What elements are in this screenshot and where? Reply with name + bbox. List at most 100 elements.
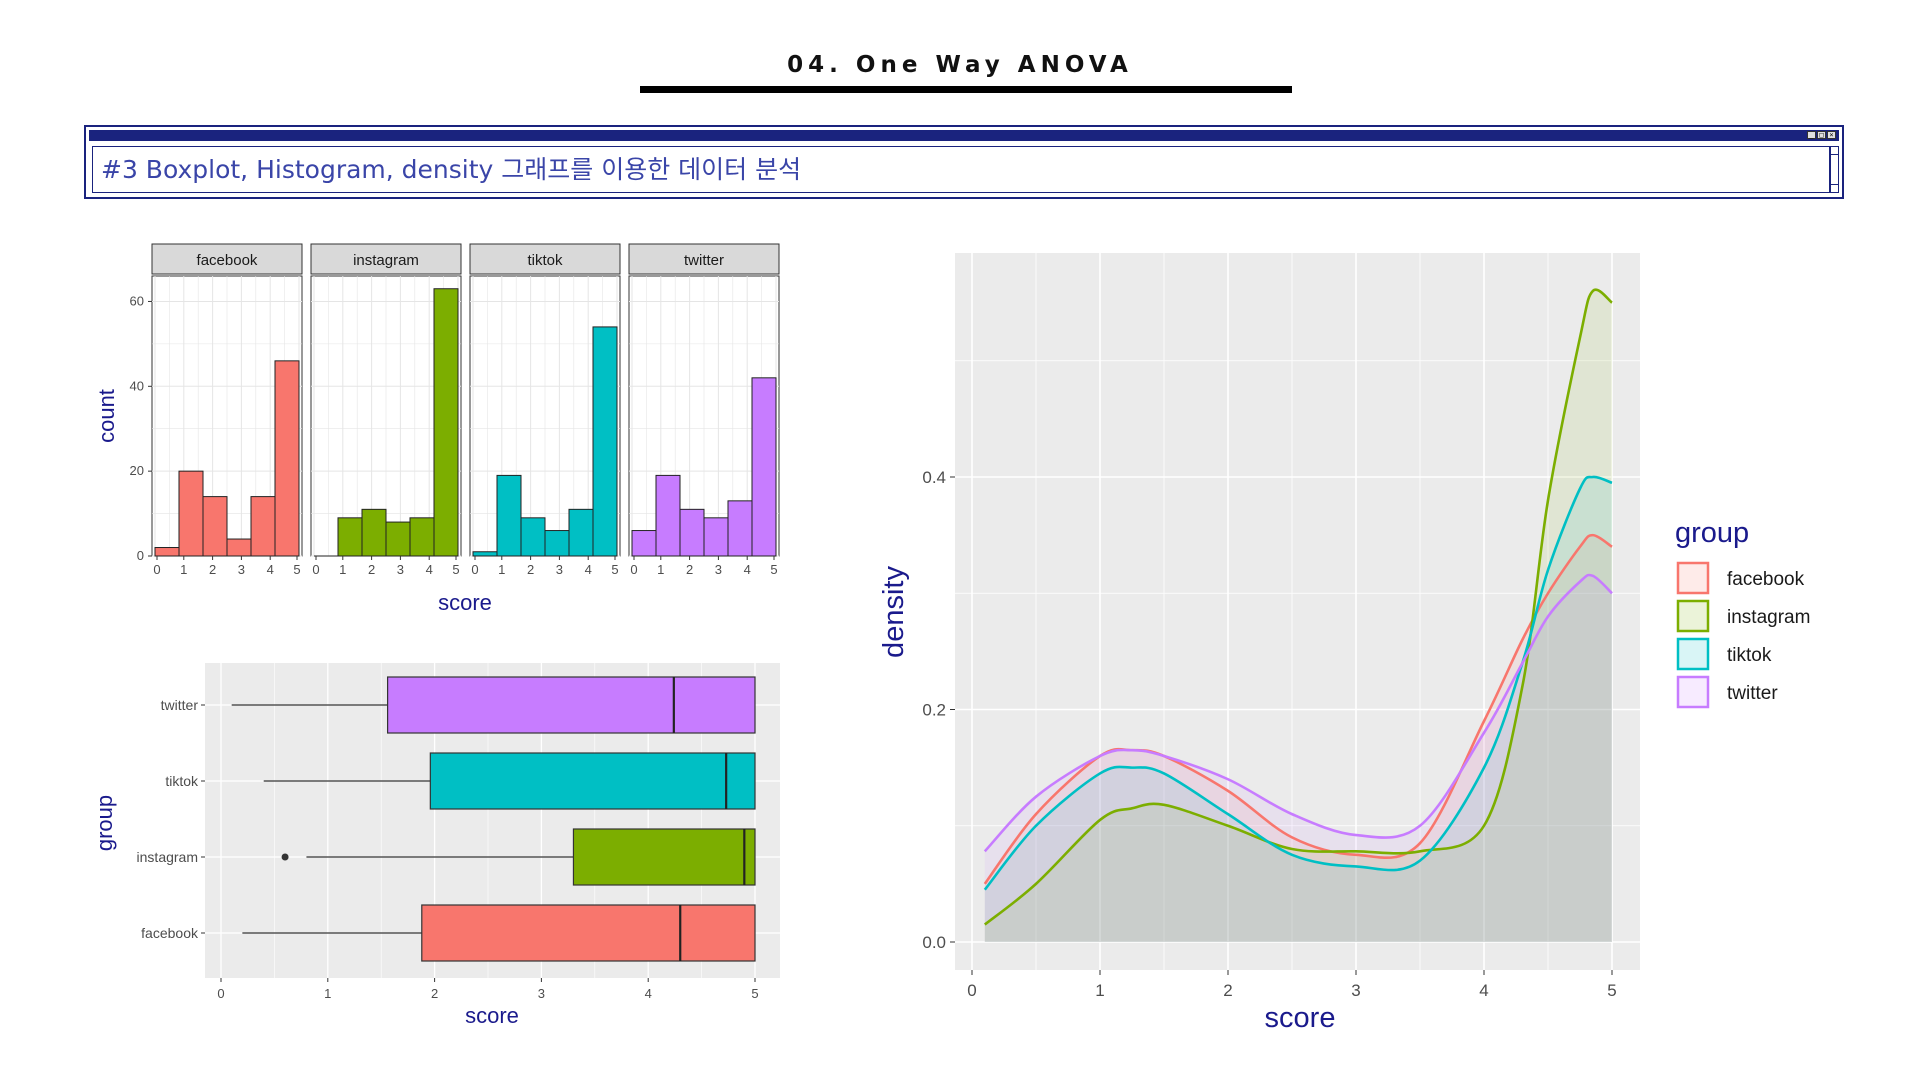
heading-underline [640,86,1292,93]
histogram-bar [703,517,729,557]
scroll-up-icon[interactable] [1831,147,1838,155]
histogram-chart: facebook 0 1 2 3 4 5 instagram 0 1 2 3 4 5 tiktok 0 1 2 3 4… [94,243,780,615]
x-tick-label: 3 [556,562,563,577]
x-tick-label: 5 [293,562,300,577]
histogram-bar [496,474,522,557]
x-tick-label: 5 [611,562,618,577]
density-area [984,535,1612,942]
box [421,904,756,962]
histogram-bar [154,547,180,557]
legend-label: tiktok [1727,645,1772,666]
histogram-bar [433,288,459,557]
histogram-bar [655,474,681,557]
facet-label: facebook [197,252,258,269]
histogram-bar [361,508,387,557]
x-tick-label: 0 [217,986,224,1001]
x-tick-label: 3 [397,562,404,577]
facet-strip [628,243,780,275]
x-tick-label: 2 [209,562,216,577]
histogram-bar [592,326,618,557]
x-tick-label: 0 [153,562,160,577]
x-axis-title: score [465,1003,519,1028]
y-tick-label: 0 [137,548,144,563]
x-tick-label: 4 [585,562,592,577]
legend-key [1676,599,1710,633]
x-tick-label: 4 [426,562,433,577]
x-tick-label: 2 [431,986,438,1001]
facet-strip [151,243,303,275]
minimize-icon[interactable]: _ [1807,131,1816,139]
close-icon[interactable]: × [1827,131,1836,139]
x-tick-label: 3 [715,562,722,577]
x-tick-label: 0 [630,562,637,577]
histogram-bar [472,551,498,557]
y-tick-label: facebook [141,925,199,941]
x-tick-label: 5 [452,562,459,577]
x-tick-label: 1 [324,986,331,1001]
x-tick-label: 4 [645,986,652,1001]
y-tick-label: 0.0 [922,933,946,952]
density-line [983,475,1613,891]
x-tick-label: 3 [238,562,245,577]
histogram-bar [520,517,546,557]
x-tick-label: 3 [1351,981,1360,1000]
histogram-bar [178,470,204,557]
y-tick-label: 20 [130,463,144,478]
x-tick-label: 4 [267,562,274,577]
histogram-bar [568,508,594,557]
x-tick-label: 5 [751,986,758,1001]
x-tick-label: 1 [657,562,664,577]
x-tick-label: 5 [1607,981,1616,1000]
x-tick-label: 4 [1479,981,1488,1000]
window-scrollbar[interactable] [1830,146,1839,193]
window-body: #3 Boxplot, Histogram, density 그래프를 이용한 … [92,146,1830,193]
window-titlebar [89,130,1839,141]
x-tick-label: 1 [1095,981,1104,1000]
box [429,752,756,810]
histogram-bar [226,538,252,557]
y-tick-label: tiktok [165,773,199,789]
x-tick-label: 0 [471,562,478,577]
y-tick-label: 60 [130,293,144,308]
histogram-bar [679,508,705,557]
histogram-bar [337,517,363,557]
x-tick-label: 2 [686,562,693,577]
density-area [984,289,1612,942]
histogram-bar [274,360,300,557]
scroll-down-icon[interactable] [1831,184,1838,192]
x-tick-label: 3 [538,986,545,1001]
density-chart: 0 1 2 3 4 5 0.0 0.2 0.4 score density group facebook… [878,253,1810,1034]
legend-label: instagram [1727,607,1810,628]
y-axis-title: group [92,795,117,851]
x-tick-label: 5 [770,562,777,577]
maximize-icon[interactable]: □ [1817,131,1826,139]
x-axis-title: score [438,590,492,615]
x-tick-label: 1 [339,562,346,577]
x-tick-label: 0 [312,562,319,577]
box [387,676,756,734]
facet-label: tiktok [527,252,563,269]
x-tick-label: 1 [180,562,187,577]
x-tick-label: 1 [498,562,505,577]
x-tick-label: 4 [744,562,751,577]
legend-key [1676,561,1710,595]
window-controls: _ □ × [1807,131,1836,139]
y-tick-label: instagram [137,849,198,865]
outlier-point [281,853,289,861]
y-tick-label: 40 [130,378,144,393]
density-line [983,573,1613,853]
box [572,828,756,886]
x-tick-label: 2 [1223,981,1232,1000]
histogram-bar [409,517,435,557]
legend-label: facebook [1727,569,1805,590]
x-tick-label: 2 [368,562,375,577]
density-line [983,288,1613,926]
density-area [984,574,1612,942]
window-title-text: #3 Boxplot, Histogram, density 그래프를 이용한 … [101,155,802,184]
y-tick-label: 0.4 [922,468,946,487]
y-axis-title: count [94,389,119,443]
x-axis-title: score [1265,1002,1336,1034]
legend-key [1676,675,1710,709]
y-axis-title: density [878,566,910,658]
facet-strip [310,243,462,275]
